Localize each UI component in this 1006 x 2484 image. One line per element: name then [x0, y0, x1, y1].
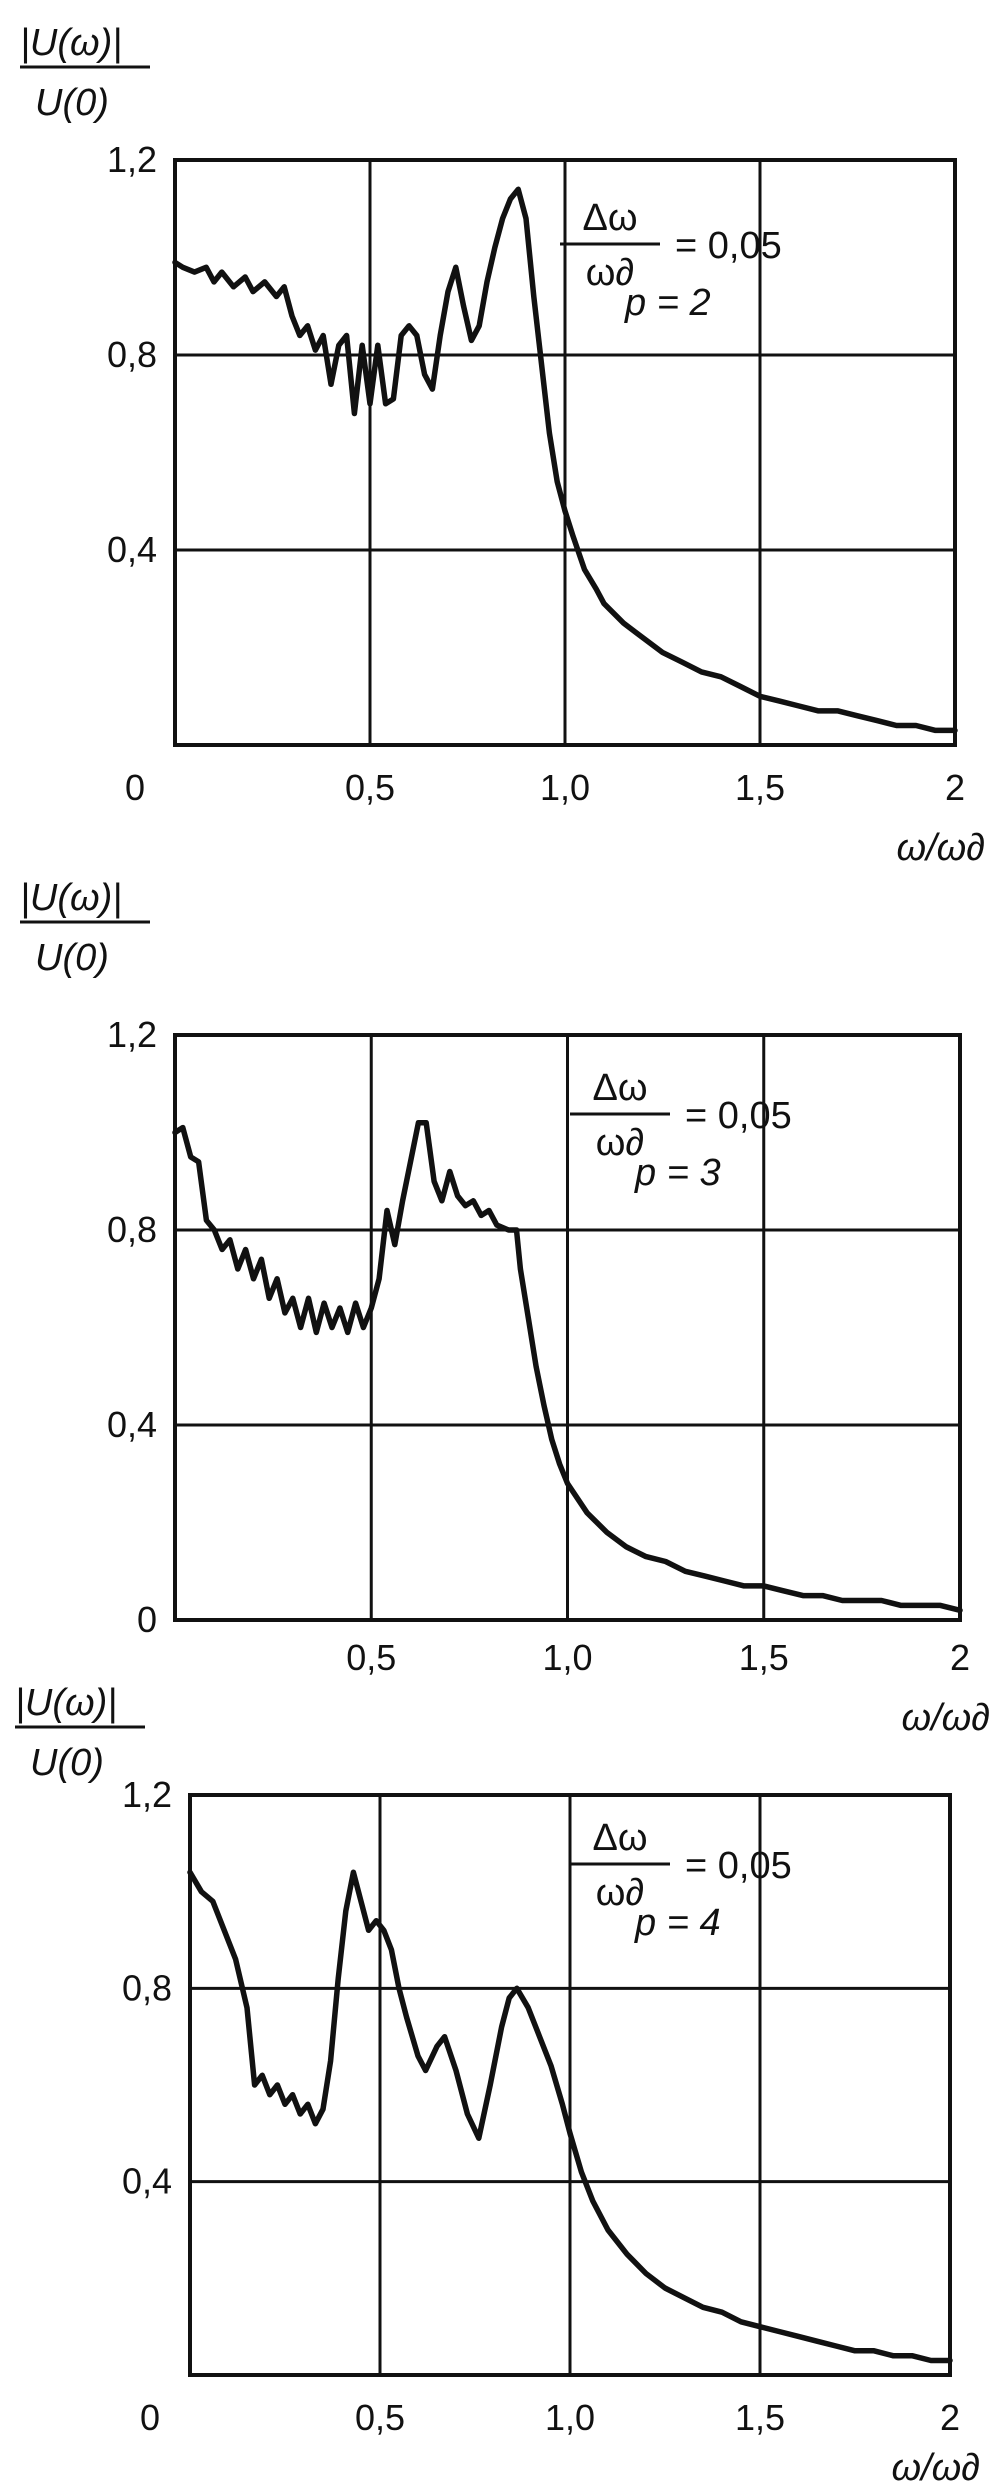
y-axis-label-denominator: U(0): [30, 1742, 104, 1784]
y-axis-label-denominator: U(0): [35, 937, 109, 979]
x-tick-label: 2: [940, 2397, 960, 2438]
chart-panel-3: 0,4 0,8 1,2 0 0,5 1,0 1,5 2 |U(ω)| U(0) ω/ω∂ Δω ω∂ = …: [15, 1682, 980, 2484]
series-line-1: [187, 1869, 953, 2364]
y-tick-label: 1,2: [107, 139, 157, 180]
series-line-1: [172, 186, 958, 734]
y-tick-label: 0,8: [107, 334, 157, 375]
annotation-parameter: p = 3: [634, 1152, 721, 1194]
y-axis-label-numerator: |U(ω)|: [20, 877, 122, 919]
annotation-equals: = 0,05: [685, 1095, 792, 1137]
y-tick-label: 0,4: [107, 1404, 157, 1445]
y-axis-label-numerator: |U(ω)|: [20, 22, 122, 64]
plot-frame: [173, 1033, 962, 1622]
annotation-denominator: ω∂: [596, 1872, 644, 1914]
annotation-parameter: p = 4: [634, 1902, 721, 1944]
annotation-equals: = 0,05: [685, 1845, 792, 1887]
annotation-equals: = 0,05: [675, 225, 782, 267]
annotation-parameter: p = 2: [624, 282, 711, 324]
series-line-1: [172, 1120, 963, 1614]
x-axis-label: ω/ω∂: [901, 1697, 990, 1739]
x-tick-label: 1,5: [739, 1637, 789, 1678]
y-tick-label: 0,4: [107, 529, 157, 570]
y-tick-label: 1,2: [107, 1014, 157, 1055]
x-tick-label: 2: [950, 1637, 970, 1678]
x-axis-label: ω/ω∂: [891, 2447, 980, 2484]
y-tick-label: 0,4: [122, 2161, 172, 2202]
x-tick-label: 0,5: [355, 2397, 405, 2438]
annotation-numerator: Δω: [592, 1067, 647, 1109]
x-tick-label: 0: [125, 767, 145, 808]
y-tick-label: 0,8: [107, 1209, 157, 1250]
annotation-numerator: Δω: [582, 197, 637, 239]
chart-panel-1: 0,4 0,8 1,2 0 0,5 1,0 1,5 2 |U(ω)| U(0) ω/ω∂ Δω ω∂ = …: [20, 22, 985, 869]
y-axis-label-numerator: |U(ω)|: [15, 1682, 117, 1724]
x-tick-label: 1,5: [735, 2397, 785, 2438]
plot-frame: [188, 1793, 952, 2377]
x-tick-label: 1,0: [542, 1637, 592, 1678]
x-axis-label: ω/ω∂: [896, 827, 985, 869]
chart-panel-2: 0 0,4 0,8 1,2 0,5 1,0 1,5 2 |U(ω)| U(0) ω/ω∂ Δω ω∂ = …: [20, 877, 990, 1739]
x-tick-label: 0,5: [346, 1637, 396, 1678]
plot-frame: [173, 158, 957, 747]
y-tick-label: 0: [137, 1599, 157, 1640]
y-axis-label-denominator: U(0): [35, 82, 109, 124]
annotation-denominator: ω∂: [596, 1122, 644, 1164]
x-tick-label: 1,0: [540, 767, 590, 808]
annotation-numerator: Δω: [592, 1817, 647, 1859]
y-tick-label: 0,8: [122, 1967, 172, 2008]
y-tick-label: 1,2: [122, 1774, 172, 1815]
annotation-denominator: ω∂: [586, 252, 634, 294]
x-tick-label: 1,0: [545, 2397, 595, 2438]
x-tick-label: 0: [140, 2397, 160, 2438]
x-tick-label: 2: [945, 767, 965, 808]
x-tick-label: 0,5: [345, 767, 395, 808]
x-tick-label: 1,5: [735, 767, 785, 808]
